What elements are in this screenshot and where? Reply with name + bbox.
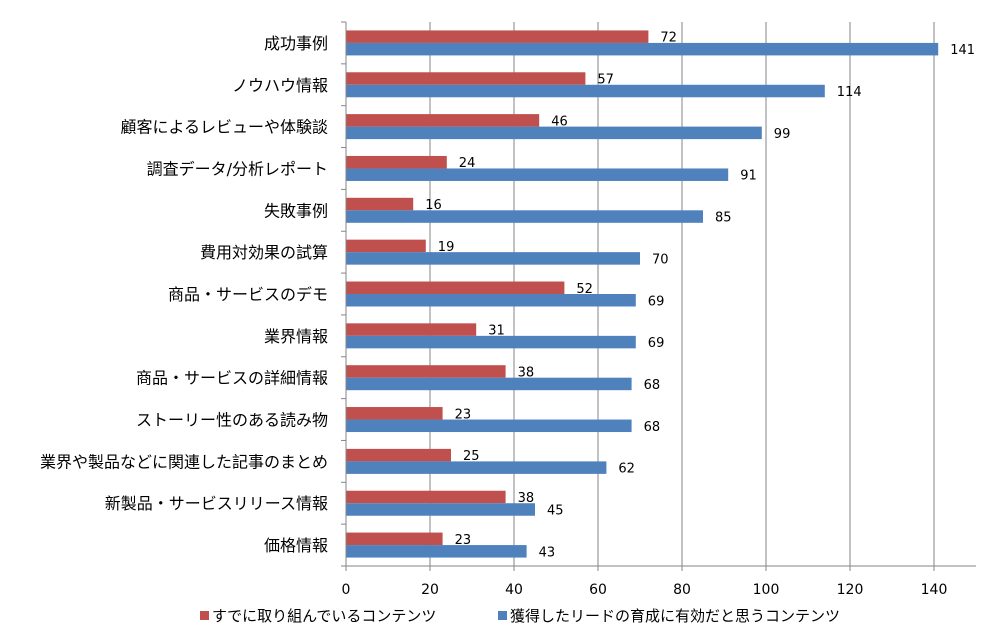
bar-series-1 bbox=[346, 30, 649, 43]
category-label: 業界や製品などに関連した記事のまとめ bbox=[40, 452, 328, 471]
x-tick-label: 0 bbox=[342, 582, 351, 598]
bar-series-2 bbox=[346, 42, 939, 56]
bar-series-1 bbox=[346, 197, 414, 211]
x-tick-label: 120 bbox=[837, 582, 864, 598]
data-label: 68 bbox=[644, 420, 661, 435]
data-label: 141 bbox=[950, 43, 975, 58]
category-label: 顧客によるレビューや体験談 bbox=[120, 118, 328, 137]
data-label: 46 bbox=[551, 114, 568, 129]
category-label: 新製品・サービスリリース情報 bbox=[105, 494, 328, 513]
bar-series-2 bbox=[346, 419, 632, 433]
category-label: 商品・サービスの詳細情報 bbox=[136, 369, 328, 388]
data-label: 72 bbox=[660, 31, 677, 46]
bar-series-2 bbox=[346, 335, 636, 349]
data-label: 69 bbox=[648, 336, 665, 351]
bar-series-2 bbox=[346, 294, 636, 307]
bar-series-1 bbox=[346, 281, 565, 294]
category-label: 業界情報 bbox=[264, 327, 328, 346]
bar-series-2 bbox=[346, 168, 729, 181]
bar-series-1 bbox=[346, 448, 451, 462]
bar-series-1 bbox=[346, 365, 506, 378]
bar-series-2 bbox=[346, 84, 825, 98]
category-label: ストーリー性のある読み物 bbox=[136, 411, 328, 430]
data-label: 25 bbox=[463, 449, 480, 464]
bar-series-2 bbox=[346, 545, 527, 558]
data-label: 38 bbox=[518, 365, 535, 380]
data-label: 62 bbox=[618, 462, 635, 477]
bar-series-2 bbox=[346, 503, 535, 516]
bar-series-2 bbox=[346, 210, 703, 223]
data-label: 70 bbox=[652, 252, 669, 267]
axes: 成功事例ノウハウ情報顧客によるレビューや体験談調査データ/分析レポート失敗事例費… bbox=[40, 21, 976, 598]
category-label: 商品・サービスのデモ bbox=[168, 285, 328, 304]
bar-series-1 bbox=[346, 72, 586, 85]
bar-series-1 bbox=[346, 155, 447, 169]
bar-series-2 bbox=[346, 461, 607, 474]
bar-series-1 bbox=[346, 407, 443, 420]
data-label: 91 bbox=[740, 169, 757, 184]
data-label: 16 bbox=[425, 198, 442, 213]
legend-label-2: 獲得したリードの育成に有効だと思うコンテンツ bbox=[510, 607, 840, 625]
category-label: 費用対効果の試算 bbox=[200, 243, 328, 262]
data-label: 52 bbox=[576, 282, 593, 297]
data-label: 57 bbox=[597, 73, 614, 88]
data-label: 31 bbox=[488, 324, 505, 339]
bar-series-1 bbox=[346, 114, 540, 127]
data-label: 99 bbox=[774, 127, 791, 142]
legend: すでに取り組んでいるコンテンツ 獲得したリードの育成に有効だと思うコンテンツ bbox=[200, 607, 840, 625]
bar-series-2 bbox=[346, 377, 632, 391]
bars: 72 141 57 114 46 99 24 91 16 85 19 70 52 69 31 69 38 68 23… bbox=[346, 30, 975, 560]
x-tick-label: 80 bbox=[673, 582, 691, 598]
bar-series-1 bbox=[346, 323, 477, 336]
x-tick-label: 60 bbox=[589, 582, 607, 598]
legend-swatch-1 bbox=[200, 611, 209, 620]
category-label: 価格情報 bbox=[264, 536, 328, 555]
data-label: 69 bbox=[648, 294, 665, 309]
bar-series-1 bbox=[346, 490, 506, 504]
bar-series-2 bbox=[346, 252, 640, 265]
x-tick-label: 100 bbox=[753, 582, 780, 598]
legend-label-1: すでに取り組んでいるコンテンツ bbox=[212, 607, 436, 625]
x-tick-label: 40 bbox=[505, 582, 523, 598]
data-label: 114 bbox=[837, 85, 862, 100]
bar-series-2 bbox=[346, 126, 762, 140]
bar-series-1 bbox=[346, 532, 443, 546]
category-label: ノウハウ情報 bbox=[232, 76, 328, 95]
category-label: 調査データ/分析レポート bbox=[147, 159, 328, 178]
data-label: 38 bbox=[518, 491, 535, 506]
data-label: 19 bbox=[438, 240, 455, 255]
data-label: 24 bbox=[459, 156, 476, 171]
data-label: 43 bbox=[539, 545, 556, 560]
data-label: 23 bbox=[455, 533, 472, 548]
data-label: 68 bbox=[644, 378, 661, 393]
category-label: 失敗事例 bbox=[264, 201, 328, 220]
legend-swatch-2 bbox=[498, 611, 507, 620]
data-label: 85 bbox=[715, 211, 732, 226]
x-tick-label: 20 bbox=[421, 582, 439, 598]
x-tick-label: 140 bbox=[921, 582, 948, 598]
bar-series-1 bbox=[346, 239, 426, 253]
data-label: 45 bbox=[547, 503, 564, 518]
category-label: 成功事例 bbox=[264, 34, 328, 53]
data-label: 23 bbox=[455, 407, 472, 422]
